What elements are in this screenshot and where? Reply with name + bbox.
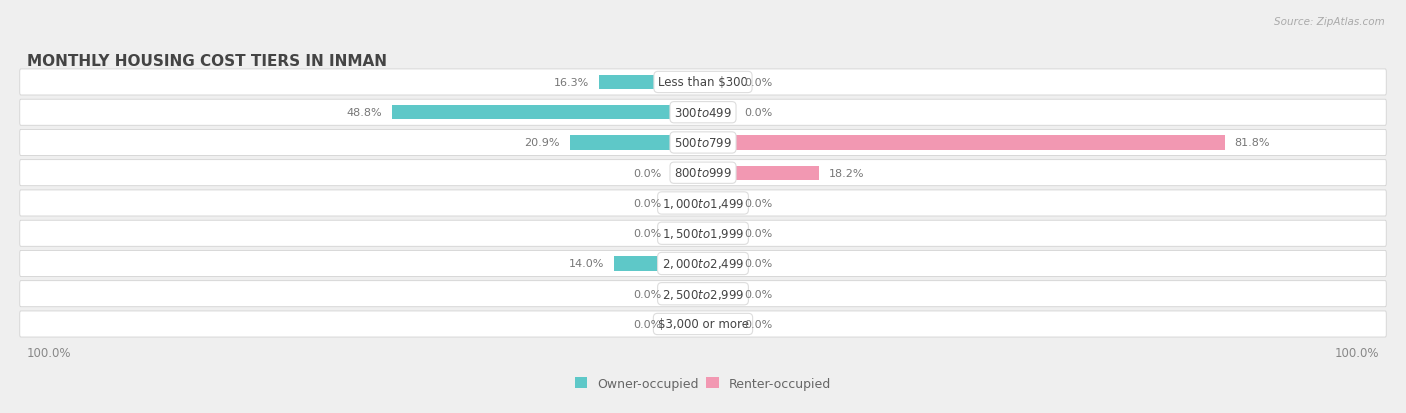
Bar: [703, 317, 735, 331]
Text: 14.0%: 14.0%: [569, 259, 605, 269]
Bar: [671, 226, 703, 241]
Bar: [703, 287, 735, 301]
Bar: [703, 136, 1225, 150]
Legend: Owner-occupied, Renter-occupied: Owner-occupied, Renter-occupied: [569, 372, 837, 395]
Bar: [703, 256, 735, 271]
FancyBboxPatch shape: [20, 130, 1386, 156]
FancyBboxPatch shape: [20, 190, 1386, 216]
FancyBboxPatch shape: [20, 221, 1386, 247]
Bar: [703, 196, 735, 211]
Text: 0.0%: 0.0%: [633, 199, 662, 209]
Text: $300 to $499: $300 to $499: [673, 107, 733, 119]
Text: 0.0%: 0.0%: [633, 169, 662, 178]
Text: $500 to $799: $500 to $799: [673, 137, 733, 150]
Text: 20.9%: 20.9%: [524, 138, 560, 148]
Text: 16.3%: 16.3%: [554, 78, 589, 88]
Text: 0.0%: 0.0%: [744, 259, 773, 269]
Text: 81.8%: 81.8%: [1234, 138, 1270, 148]
Text: 18.2%: 18.2%: [828, 169, 865, 178]
Bar: [671, 166, 703, 180]
Bar: [703, 166, 820, 180]
FancyBboxPatch shape: [20, 100, 1386, 126]
FancyBboxPatch shape: [20, 311, 1386, 337]
Bar: [671, 287, 703, 301]
Text: 0.0%: 0.0%: [744, 319, 773, 329]
Text: 100.0%: 100.0%: [1334, 346, 1379, 359]
Text: $3,000 or more: $3,000 or more: [658, 318, 748, 331]
Text: $1,500 to $1,999: $1,500 to $1,999: [662, 227, 744, 241]
Text: 0.0%: 0.0%: [744, 199, 773, 209]
Text: $2,000 to $2,499: $2,000 to $2,499: [662, 257, 744, 271]
Bar: [613, 256, 703, 271]
FancyBboxPatch shape: [20, 160, 1386, 186]
Text: 100.0%: 100.0%: [27, 346, 72, 359]
Text: Less than $300: Less than $300: [658, 76, 748, 89]
Text: 0.0%: 0.0%: [633, 229, 662, 239]
Bar: [569, 136, 703, 150]
Text: 0.0%: 0.0%: [633, 319, 662, 329]
Bar: [671, 196, 703, 211]
Text: Source: ZipAtlas.com: Source: ZipAtlas.com: [1274, 17, 1385, 26]
FancyBboxPatch shape: [20, 251, 1386, 277]
Bar: [671, 317, 703, 331]
Text: 0.0%: 0.0%: [744, 78, 773, 88]
Bar: [703, 76, 735, 90]
Text: 0.0%: 0.0%: [744, 229, 773, 239]
Bar: [703, 106, 735, 120]
Text: $1,000 to $1,499: $1,000 to $1,499: [662, 197, 744, 211]
Text: 0.0%: 0.0%: [744, 289, 773, 299]
FancyBboxPatch shape: [20, 281, 1386, 307]
Text: 0.0%: 0.0%: [633, 289, 662, 299]
Text: MONTHLY HOUSING COST TIERS IN INMAN: MONTHLY HOUSING COST TIERS IN INMAN: [27, 54, 387, 69]
Text: 0.0%: 0.0%: [744, 108, 773, 118]
Text: 48.8%: 48.8%: [346, 108, 382, 118]
FancyBboxPatch shape: [20, 70, 1386, 96]
Text: $800 to $999: $800 to $999: [673, 167, 733, 180]
Text: $2,500 to $2,999: $2,500 to $2,999: [662, 287, 744, 301]
Bar: [392, 106, 703, 120]
Bar: [703, 226, 735, 241]
Bar: [599, 76, 703, 90]
